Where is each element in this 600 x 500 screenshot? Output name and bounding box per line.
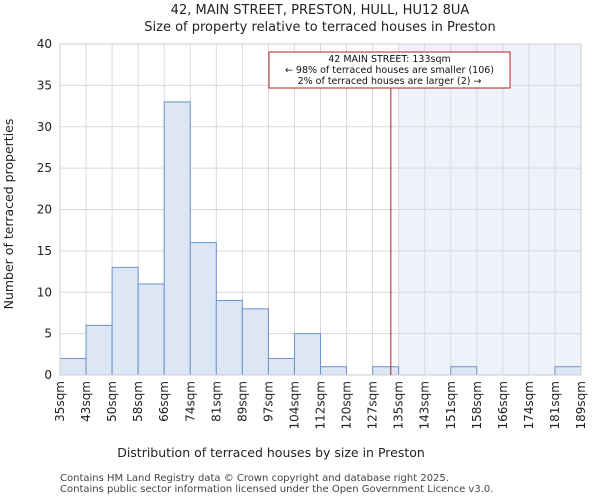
x-tick-label: 174sqm xyxy=(522,381,536,429)
y-tick-label: 10 xyxy=(37,285,52,299)
y-axis-label: Number of terraced properties xyxy=(1,119,16,310)
footer-licence: Contains public sector information licen… xyxy=(60,484,494,495)
annotation-line-3: 2% of terraced houses are larger (2) → xyxy=(298,76,482,87)
x-tick-label: 97sqm xyxy=(261,381,275,422)
histogram-bar xyxy=(85,324,113,376)
histogram-bar xyxy=(59,357,87,376)
plot-frame xyxy=(59,43,582,376)
x-tick-label: 112sqm xyxy=(314,381,328,429)
chart-subtitle: Size of property relative to terraced ho… xyxy=(144,20,496,35)
histogram-bar xyxy=(293,333,322,376)
x-tick-label: 151sqm xyxy=(444,381,458,429)
y-tick-label: 30 xyxy=(37,120,52,134)
x-tick-label: 104sqm xyxy=(287,381,301,429)
annotation-line-1: 42 MAIN STREET: 133sqm xyxy=(328,54,451,65)
histogram-bar xyxy=(267,357,295,376)
x-tick-label: 166sqm xyxy=(496,381,510,429)
y-tick-label: 25 xyxy=(37,161,52,175)
y-tick-label: 15 xyxy=(37,244,52,258)
y-tick-label: 5 xyxy=(44,327,52,341)
x-tick-label: 35sqm xyxy=(53,381,67,422)
x-tick-label: 127sqm xyxy=(366,381,380,429)
x-tick-label: 81sqm xyxy=(209,381,223,422)
histogram-bar xyxy=(189,242,217,376)
x-tick-label: 74sqm xyxy=(183,381,197,422)
y-tick-label: 0 xyxy=(44,368,52,382)
x-tick-label: 58sqm xyxy=(131,381,145,422)
x-tick-label: 189sqm xyxy=(574,381,588,429)
annotation-line-2: ← 98% of terraced houses are smaller (10… xyxy=(285,65,494,76)
histogram-bar xyxy=(241,308,269,376)
x-tick-label: 50sqm xyxy=(105,381,119,422)
y-tick-label: 40 xyxy=(37,37,52,51)
chart-title: 42, MAIN STREET, PRESTON, HULL, HU12 8UA xyxy=(171,3,470,18)
histogram-bar xyxy=(111,266,139,376)
histogram-bar xyxy=(554,366,582,376)
x-tick-label: 143sqm xyxy=(418,381,432,429)
x-axis-label: Distribution of terraced houses by size … xyxy=(117,445,425,460)
x-tick-label: 89sqm xyxy=(235,381,249,422)
x-tick-label: 66sqm xyxy=(157,381,171,422)
histogram-bar xyxy=(215,300,243,376)
histogram-bar xyxy=(163,101,191,376)
x-tick-label: 135sqm xyxy=(392,381,406,429)
x-tick-label: 181sqm xyxy=(548,381,562,429)
histogram-bar xyxy=(137,283,165,376)
histogram-bar xyxy=(450,366,478,376)
x-tick-label: 158sqm xyxy=(470,381,484,429)
x-tick-label: 43sqm xyxy=(79,381,93,422)
x-tick-label: 120sqm xyxy=(340,381,354,429)
y-tick-label: 20 xyxy=(37,203,52,217)
annotation-box: 42 MAIN STREET: 133sqm ← 98% of terraced… xyxy=(268,51,511,89)
histogram-bar xyxy=(372,366,400,376)
y-tick-label: 35 xyxy=(37,78,52,92)
histogram-bar xyxy=(320,366,348,376)
footer-copyright: Contains HM Land Registry data © Crown c… xyxy=(60,473,449,484)
